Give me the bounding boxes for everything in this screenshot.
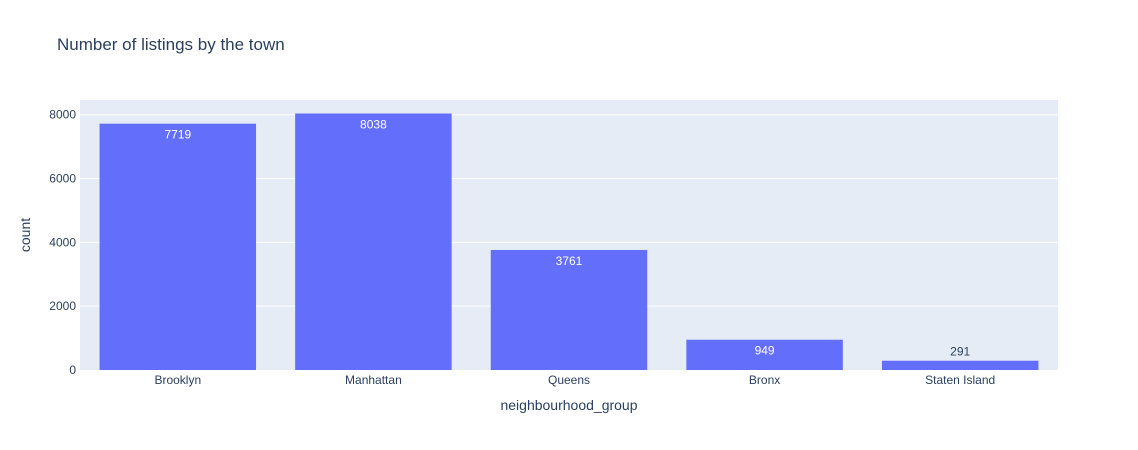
bar [490, 249, 648, 370]
y-tick-label: 6000 [49, 172, 76, 186]
x-tick-label: Queens [548, 373, 590, 387]
x-tick-label: Staten Island [925, 373, 995, 387]
bars [99, 113, 1039, 370]
bar [99, 123, 257, 370]
y-axis-title: count [17, 218, 33, 252]
data-label: 3761 [556, 254, 583, 268]
data-labels: 7719 8038 3761 949 291 [164, 117, 970, 358]
x-tick-label: Brooklyn [154, 373, 201, 387]
x-axis-ticks: Brooklyn Manhattan Queens Bronx Staten Islan… [154, 373, 995, 387]
x-tick-label: Manhattan [345, 373, 402, 387]
y-axis-ticks: 0 2000 4000 6000 8000 [49, 108, 76, 377]
data-label: 8038 [360, 117, 387, 131]
y-tick-label: 0 [69, 363, 76, 377]
data-label: 7719 [164, 128, 191, 142]
x-axis-title: neighbourhood_group [500, 397, 637, 413]
y-tick-label: 8000 [49, 108, 76, 122]
x-tick-label: Bronx [749, 373, 780, 387]
y-tick-label: 2000 [49, 299, 76, 313]
y-tick-label: 4000 [49, 235, 76, 249]
bar [686, 339, 843, 370]
data-label: 291 [950, 345, 970, 359]
chart-title: Number of listings by the town [57, 35, 285, 54]
bar [295, 113, 452, 370]
bar [881, 360, 1039, 370]
data-label: 949 [755, 344, 775, 358]
